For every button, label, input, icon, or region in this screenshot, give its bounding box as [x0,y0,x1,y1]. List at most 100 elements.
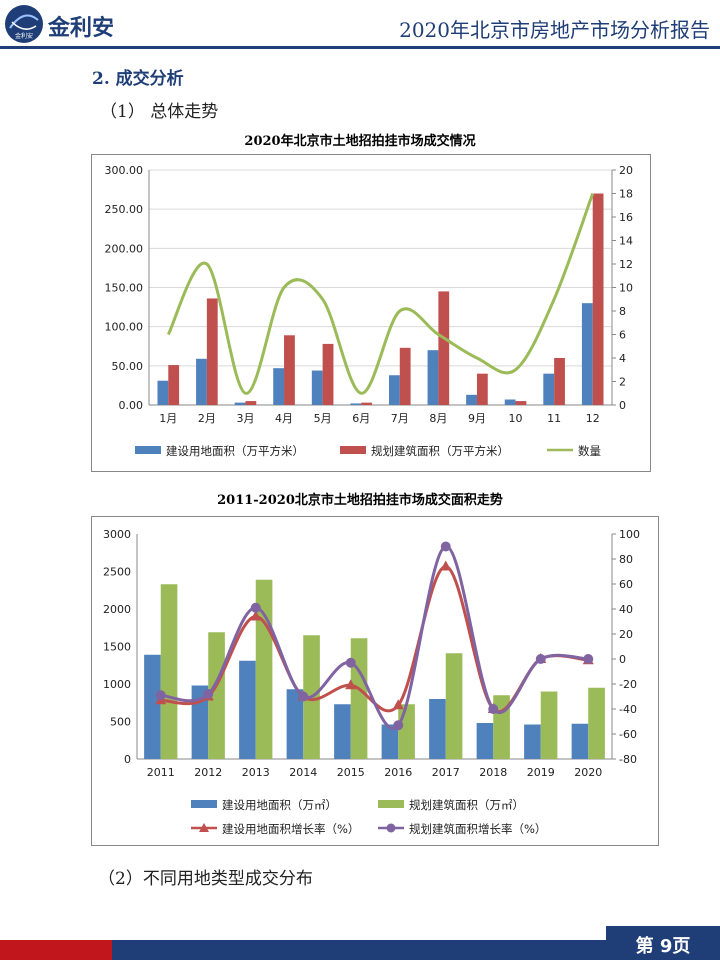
line-point [345,679,357,690]
bar [524,724,541,759]
x-tick-label: 6月 [352,412,370,425]
x-tick-label: 4月 [275,412,293,425]
bar [427,350,439,405]
bar [571,723,589,759]
chart2-title: 2011-2020北京市土地招拍挂市场成交面积走势 [217,493,503,508]
legend-label: 建设用地面积（万㎡） [222,798,337,812]
bar [581,303,593,405]
chart-frame [91,516,659,846]
series-line [166,192,595,395]
x-tick-label: 5月 [314,412,332,425]
y-tick-label: 2500 [103,566,131,579]
legend-marker [199,823,209,832]
y2-tick-label: 40 [619,603,633,616]
page-header: 金利安 金利安 2020年北京市房地产市场分析报告 [0,0,720,50]
y-tick-label: 0 [124,753,131,766]
bar [592,193,604,405]
x-tick-label: 2017 [432,766,460,779]
y2-tick-label: 12 [619,258,633,271]
header-divider [0,46,720,49]
line-point [392,699,404,710]
y-tick-label: 1500 [103,641,131,654]
y2-tick-label: 18 [619,188,633,201]
legend-label: 建设用地面积（万平方米） [166,444,304,458]
y-tick-label: 3000 [103,528,131,541]
y2-tick-label: 2 [619,376,626,389]
y-tick-label: 50.00 [112,360,144,373]
bar [398,704,415,759]
bar [168,365,180,405]
chart-frame [91,154,651,472]
subsection-title-2: （2）不同用地类型成交分布 [98,869,313,889]
bar [322,343,334,405]
bar [350,403,362,405]
y2-tick-label: 16 [619,211,633,224]
bar [388,375,400,405]
page-number: 第 9页 [635,936,691,957]
y-tick-label: 250.00 [105,203,144,216]
x-tick-label: 2013 [242,766,270,779]
footer-blue-bar [112,940,720,960]
legend-label: 数量 [578,444,601,458]
line-point [203,689,214,699]
bar [284,335,295,405]
company-logo-icon: 金利安 [5,5,43,43]
y2-tick-label: 60 [619,578,633,591]
line-point [393,720,404,731]
bar [208,632,225,759]
y2-tick-label: 0 [619,653,626,666]
line-point [250,602,261,613]
bar [588,687,605,759]
logo-text: 金利安 [15,32,33,40]
x-tick-label: 2016 [384,766,412,779]
x-tick-label: 2014 [289,766,317,779]
y-tick-label: 2000 [103,603,131,616]
y-tick-label: 0.00 [119,399,144,412]
y2-tick-label: 8 [619,305,626,318]
y-tick-label: 500 [110,716,131,729]
legend-swatch [340,446,366,454]
x-tick-label: 12 [586,412,600,425]
x-tick-label: 2012 [194,766,222,779]
line-point [440,541,451,552]
bar [286,689,304,759]
y2-tick-label: -20 [619,678,637,691]
x-tick-label: 2018 [479,766,507,779]
legend-label: 规划建筑面积（万㎡） [409,798,524,812]
y-tick-label: 1000 [103,678,131,691]
chart1: 0.00 50.00 100.00 150.00 200.00 250.00 300.00 0… [91,154,651,472]
y2-tick-label: 100 [619,528,640,541]
y2-tick-label: 10 [619,282,633,295]
bar [476,373,488,405]
y2-tick-label: 20 [619,628,633,641]
bar [361,402,373,405]
y2-tick-label: 14 [619,235,633,248]
bar [239,660,256,759]
x-tick-label: 10 [509,412,523,425]
bar [554,358,565,405]
footer-red-bar [0,940,112,960]
bar [438,291,450,405]
y-tick-label: 300.00 [105,164,144,177]
bar [311,370,323,405]
bar [429,699,446,759]
x-tick-label: 11 [547,412,561,425]
x-tick-label: 2015 [337,766,365,779]
bar [540,691,558,759]
bar [466,394,477,405]
y2-tick-label: 0 [619,399,626,412]
legend-swatch [378,800,404,808]
x-tick-label: 8月 [429,412,447,425]
line-point [488,704,499,714]
y-tick-label: 200.00 [105,242,144,255]
bar [334,704,351,759]
y2-tick-label: -80 [619,753,637,766]
bar [504,399,516,405]
line-point [298,691,309,702]
bar [160,584,178,759]
bar [445,653,463,759]
y2-tick-label: 6 [619,329,626,342]
x-tick-label: 1月 [159,412,177,425]
legend-label: 规划建筑面积增长率（%） [409,822,546,836]
line-point [440,560,452,571]
